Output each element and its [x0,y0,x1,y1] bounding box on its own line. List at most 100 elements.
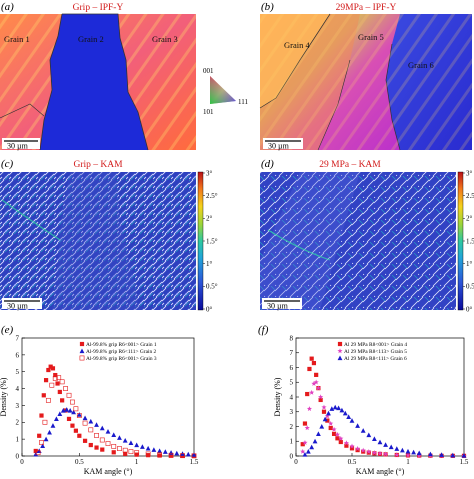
panel-title-a: Grip – IPF-Y [73,3,124,13]
y-tick-label: 4 [290,393,294,401]
grain-2-region [40,14,148,150]
data-point [328,420,334,426]
data-point [371,436,377,441]
data-point [134,442,140,448]
data-point [302,421,308,426]
data-point [82,438,88,443]
kam-map-grip [0,172,196,310]
kam-map-29mpa [260,172,456,310]
data-point [311,381,317,386]
data-point [47,429,52,435]
kam-colorbar-c-label: 2.5° [206,192,218,200]
data-point [305,391,310,397]
data-point [55,381,60,386]
legend: Al-99.8% grip R6<001> Grain 1 Al-99.8% gr… [79,341,157,362]
data-point [450,452,456,458]
data-point [329,406,335,411]
data-point [42,419,48,425]
panel-b: Grain 4 Grain 5 Grain 6 30 µm (b) 29MPa … [259,1,472,151]
data-point [52,376,58,381]
y-tick-label: 2 [16,419,20,427]
grain-2-label: Grain 2 [78,34,104,44]
data-point [77,433,82,438]
data-point [111,450,116,455]
panel-letter-b: (b) [261,1,274,13]
data-point [70,399,75,405]
y-tick-label: 5 [16,368,20,376]
data-point [309,389,315,395]
grain-1-label: Grain 1 [4,34,30,44]
data-point [321,404,327,410]
data-point [416,452,422,458]
data-point [319,423,325,429]
data-point [416,450,422,456]
data-point [157,452,162,458]
scale-label-d: 30 µm [267,302,289,311]
data-point [360,447,366,453]
data-point [388,444,394,450]
y-tick-label: 8 [290,334,294,342]
data-point [318,397,323,403]
legend-label: Al-99.8% grip R6<001> Grain 3 [86,356,157,362]
legend-label: Al-99.8% grip R6<001> Grain 1 [86,342,157,348]
scale-box-c [2,298,42,309]
data-point [88,442,93,448]
kam-colorbar-d-label: 2.5° [466,192,474,200]
data-point [405,452,411,458]
y-tick-label: 6 [290,364,294,372]
data-point [339,407,345,413]
plot-frame [295,337,465,457]
data-point [105,441,111,446]
data-point [302,440,308,445]
legend-marker [337,355,343,361]
data-point [64,407,70,412]
data-point [461,453,467,458]
data-point [39,413,44,418]
y-tick-label: 2 [290,423,294,431]
data-point [321,409,327,414]
panel-title-b: 29MPa – IPF-Y [336,3,397,13]
x-axis-label: KAM angle (°) [84,467,133,476]
x-tick-label: 0.5 [75,458,84,466]
data-point [145,451,151,457]
series-3 [35,375,197,459]
data-point [343,440,349,446]
ipf-label-111: 111 [238,98,248,106]
scale-label-c: 30 µm [7,302,29,311]
data-point [134,450,140,456]
legend-marker [79,341,85,347]
kam-colorbar-d-label: 3° [466,169,473,177]
data-point [366,432,372,438]
data-point [73,428,78,433]
data-point [349,446,355,451]
data-point [191,453,197,459]
data-point [326,410,331,416]
kam-colorbar-d-label: 0° [466,305,473,313]
data-point [335,436,340,441]
data-point [67,407,73,413]
kam-colorbar-d: 3° 2.5° 2° 1.5° 1° 0.5° 0° [457,169,474,313]
data-point [82,415,88,421]
data-point [325,418,330,423]
series-1 [33,364,197,458]
data-point [427,451,433,457]
data-point [168,450,174,455]
data-point [63,386,68,391]
y-tick-label: 7 [16,334,20,342]
grain-3-label: Grain 3 [152,34,178,44]
data-point [309,444,315,450]
kam-colorbar-c-label: 2° [206,215,213,223]
data-point [94,433,99,438]
data-point [39,440,44,445]
data-point [314,372,319,377]
data-point [117,446,122,451]
data-point [361,449,366,454]
data-point [360,428,366,433]
data-point [60,398,65,403]
data-point [344,443,349,448]
panel-letter-e: (e) [1,324,14,336]
y-axis-label: Density (%) [0,377,8,416]
data-point [151,447,157,452]
data-point [46,367,51,373]
